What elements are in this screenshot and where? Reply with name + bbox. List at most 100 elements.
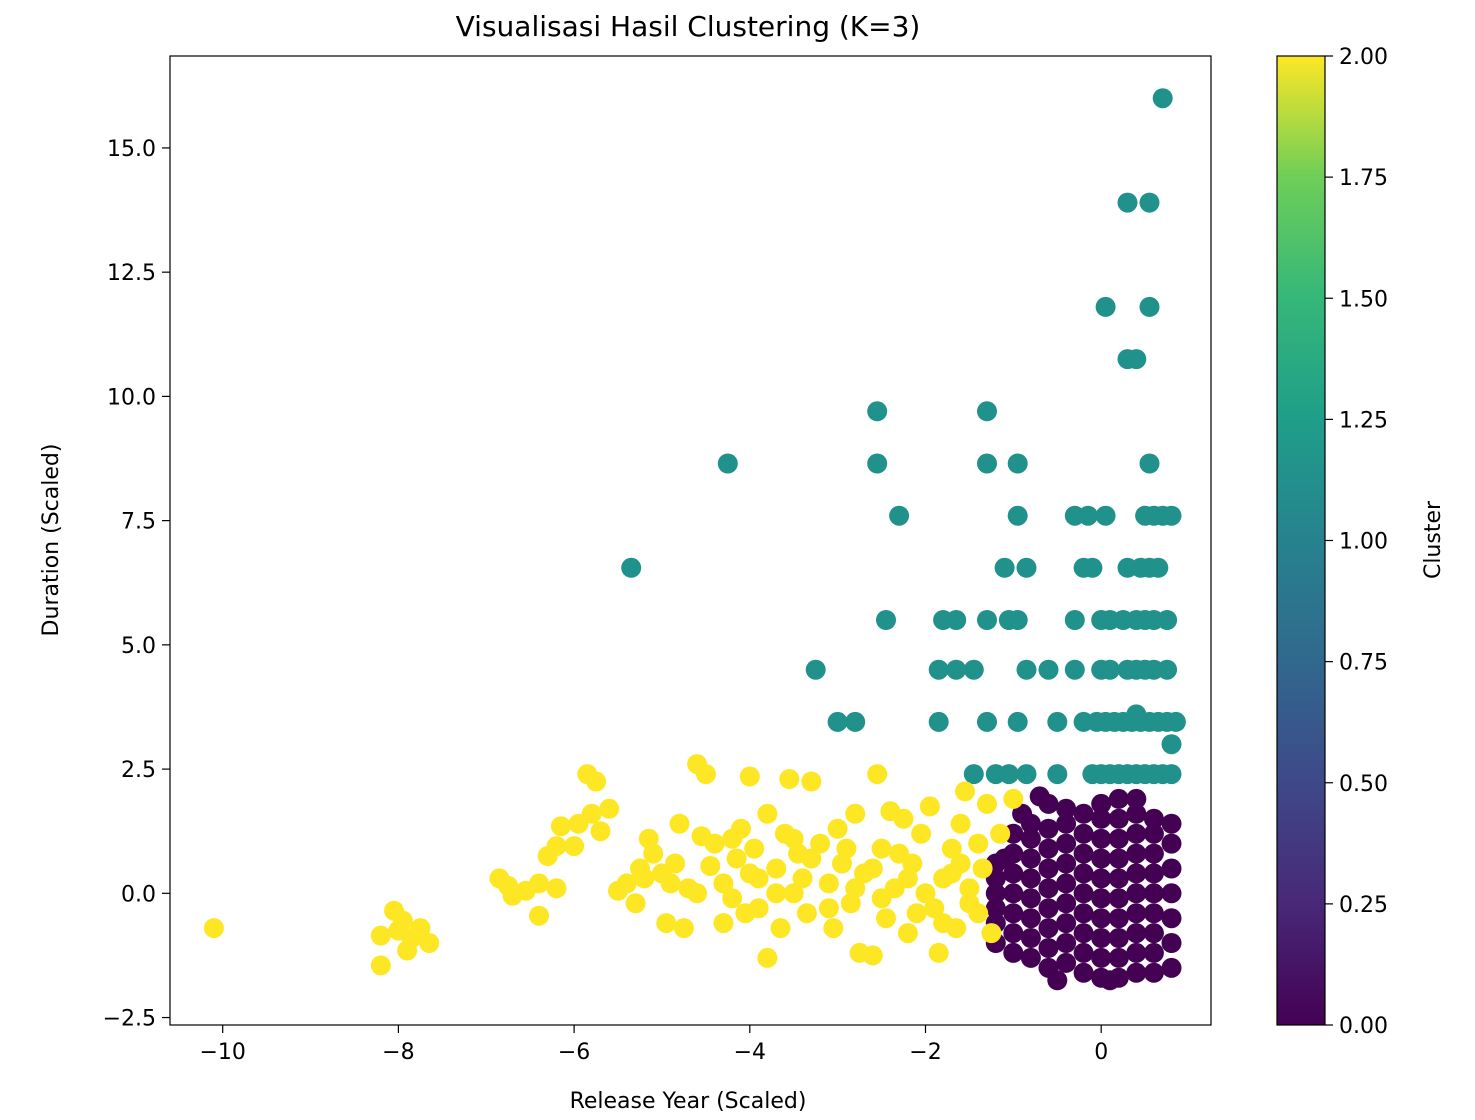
point-cluster-2-88 <box>955 781 975 802</box>
point-cluster-1-32 <box>876 610 896 630</box>
point-cluster-2-111 <box>748 898 769 919</box>
point-cluster-1-23 <box>621 557 642 578</box>
point-cluster-2-98 <box>871 888 892 909</box>
point-cluster-0-60 <box>1108 928 1129 948</box>
point-cluster-1-35 <box>977 610 997 630</box>
point-cluster-1-78 <box>1161 734 1182 755</box>
point-cluster-0-52 <box>1091 888 1112 909</box>
point-cluster-0-13 <box>1020 947 1041 968</box>
y-tick-label: 5.0 <box>121 634 156 659</box>
point-cluster-0-76 <box>1126 803 1147 824</box>
point-cluster-0-15 <box>1020 908 1041 929</box>
point-cluster-1-50 <box>1016 659 1037 680</box>
point-cluster-0-96 <box>994 848 1015 869</box>
point-cluster-2-34 <box>656 913 677 934</box>
point-cluster-0-80 <box>1143 923 1164 944</box>
point-cluster-0-44 <box>1073 863 1094 884</box>
x-tick-label: −2 <box>909 1040 941 1065</box>
point-cluster-0-22 <box>1038 938 1059 958</box>
point-cluster-1-45 <box>1157 610 1178 630</box>
point-cluster-2-67 <box>840 893 861 914</box>
point-cluster-0-61 <box>1108 908 1129 929</box>
point-cluster-1-54 <box>1100 659 1120 680</box>
point-cluster-2-92 <box>977 793 997 814</box>
point-cluster-2-116 <box>950 853 971 874</box>
point-cluster-2-108 <box>906 903 927 924</box>
point-cluster-0-57 <box>1091 793 1112 814</box>
point-cluster-2-24 <box>586 771 607 792</box>
point-cluster-2-1 <box>370 955 391 976</box>
point-cluster-1-31 <box>1148 557 1169 578</box>
point-cluster-1-22 <box>1161 505 1182 526</box>
point-cluster-0-53 <box>1091 868 1112 889</box>
point-cluster-1-52 <box>1064 659 1085 680</box>
point-cluster-0-85 <box>1143 823 1164 844</box>
point-cluster-0-79 <box>1143 942 1164 963</box>
x-tick-label: −8 <box>382 1040 414 1065</box>
point-cluster-1-2 <box>1139 192 1160 213</box>
colorbar-tick-label: 1.75 <box>1339 166 1388 191</box>
point-cluster-0-27 <box>1038 838 1059 859</box>
point-cluster-0-26 <box>1038 858 1059 879</box>
point-cluster-2-107 <box>933 913 954 934</box>
point-cluster-0-32 <box>1056 913 1077 934</box>
colorbar <box>1276 55 1326 1026</box>
point-cluster-0-45 <box>1073 843 1094 864</box>
point-cluster-2-46 <box>726 848 747 869</box>
point-cluster-1-93 <box>1161 764 1182 785</box>
point-cluster-2-87 <box>950 813 971 834</box>
point-cluster-0-24 <box>1038 898 1059 919</box>
point-cluster-0-17 <box>1020 868 1041 889</box>
point-cluster-2-74 <box>876 908 896 929</box>
colorbar-tick-label: 1.25 <box>1339 408 1388 433</box>
point-cluster-0-40 <box>1073 942 1094 963</box>
point-cluster-2-0 <box>203 918 224 939</box>
point-cluster-1-83 <box>1047 764 1068 785</box>
point-cluster-1-10 <box>867 453 888 474</box>
point-cluster-0-78 <box>1143 962 1164 983</box>
colorbar-tick-label: 0.00 <box>1339 1014 1388 1039</box>
point-cluster-2-109 <box>862 858 883 879</box>
x-axis-label: Release Year (Scaled) <box>570 1089 807 1114</box>
point-cluster-2-106 <box>959 893 980 914</box>
point-cluster-1-62 <box>928 711 949 732</box>
point-cluster-0-25 <box>1038 878 1059 899</box>
point-cluster-2-78 <box>897 923 918 944</box>
point-cluster-2-71 <box>862 945 883 966</box>
point-cluster-2-115 <box>968 833 989 854</box>
point-cluster-0-10 <box>1003 863 1024 884</box>
point-cluster-0-95 <box>1100 970 1120 991</box>
point-cluster-1-82 <box>1016 764 1037 785</box>
point-cluster-0-16 <box>1020 888 1041 909</box>
point-cluster-1-27 <box>1082 557 1103 578</box>
colorbar-tick-label: 2.00 <box>1339 45 1388 70</box>
point-cluster-2-57 <box>779 769 800 789</box>
point-cluster-0-14 <box>1020 928 1041 948</box>
point-cluster-1-77 <box>1126 704 1147 725</box>
point-cluster-0-18 <box>1020 848 1041 869</box>
point-cluster-2-54 <box>766 858 787 879</box>
point-cluster-0-98 <box>1029 786 1050 807</box>
point-cluster-2-103 <box>739 863 760 884</box>
point-cluster-0-63 <box>1108 868 1129 889</box>
colorbar-label: Cluster <box>1421 500 1446 579</box>
point-cluster-2-68 <box>845 803 866 824</box>
point-cluster-1-1 <box>1117 192 1138 213</box>
point-cluster-2-95 <box>1003 788 1024 809</box>
point-cluster-1-9 <box>717 453 738 474</box>
point-cluster-0-33 <box>1056 893 1077 914</box>
point-cluster-0-89 <box>1161 908 1182 929</box>
point-cluster-0-49 <box>1091 947 1112 968</box>
y-tick-label: −2.5 <box>103 1007 156 1032</box>
point-cluster-0-23 <box>1038 918 1059 939</box>
point-cluster-1-79 <box>963 764 984 785</box>
point-cluster-2-73 <box>871 838 892 859</box>
point-cluster-1-24 <box>994 557 1015 578</box>
point-cluster-0-75 <box>1126 823 1147 844</box>
point-cluster-1-12 <box>1007 453 1028 474</box>
x-axis-ticks: −10 −8 −6 −4 −2 0 <box>199 1025 1108 1065</box>
point-cluster-2-97 <box>897 868 918 889</box>
point-cluster-2-64 <box>823 918 844 939</box>
point-cluster-1-46 <box>805 659 826 680</box>
